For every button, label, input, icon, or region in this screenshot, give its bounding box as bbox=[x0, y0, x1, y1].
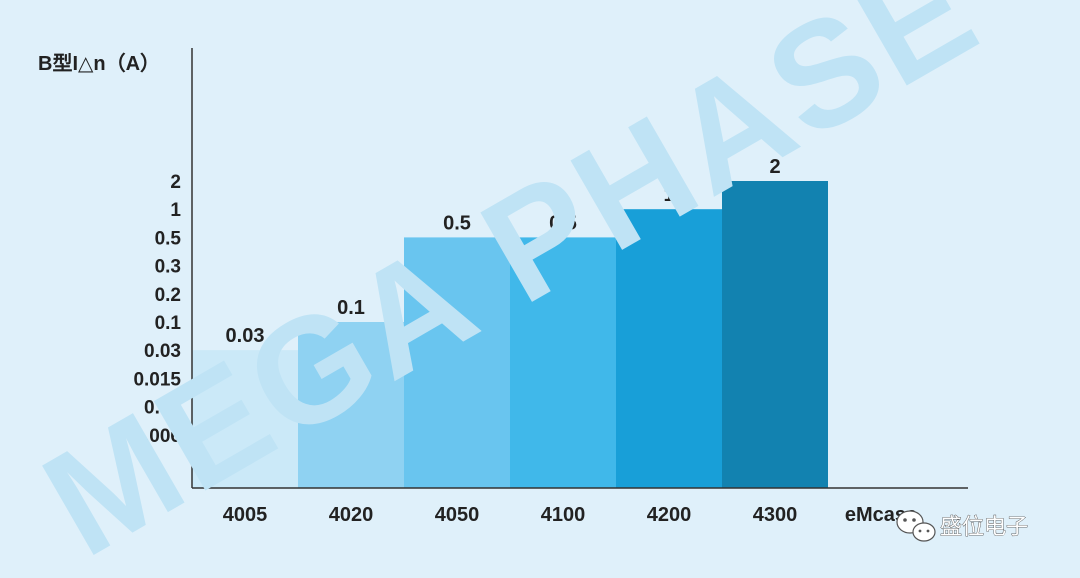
x-tick-labels: 4005 4020 4050 4100 4200 4300 eMcase bbox=[223, 504, 917, 526]
y-tick-label: 0.3 bbox=[155, 257, 181, 278]
x-tick-label: 4100 bbox=[541, 504, 586, 526]
bar-4100 bbox=[510, 237, 616, 488]
x-tick-label: 4300 bbox=[753, 504, 798, 526]
x-tick-label: 4020 bbox=[329, 504, 374, 526]
y-tick-labels: 2 1 0.5 0.3 0.2 0.1 0.03 0.015 0.01 0.006 bbox=[133, 172, 181, 447]
y-tick-label: 0.1 bbox=[155, 313, 182, 334]
bar-4200 bbox=[616, 209, 722, 488]
y-tick-label: 0.03 bbox=[144, 341, 181, 362]
brand-badge: 盛位电子 bbox=[896, 510, 1028, 542]
data-labels-group: 0.03 0.1 0.5 0.5 1 2 bbox=[226, 156, 781, 347]
x-tick-label: 4050 bbox=[435, 504, 480, 526]
data-label: 1 bbox=[663, 184, 674, 206]
y-tick-label: 0.2 bbox=[155, 285, 181, 306]
x-tick-label: 4200 bbox=[647, 504, 692, 526]
x-tick-label: 4005 bbox=[223, 504, 268, 526]
y-tick-label: 0.006 bbox=[133, 426, 181, 447]
data-label: 2 bbox=[769, 156, 780, 178]
wechat-icon bbox=[896, 510, 936, 542]
bar-4300 bbox=[722, 181, 828, 488]
data-label: 0.1 bbox=[337, 297, 365, 319]
data-label: 0.5 bbox=[549, 212, 577, 234]
brand-label: 盛位电子 bbox=[940, 514, 1028, 539]
y-tick-label: 0.5 bbox=[155, 228, 182, 249]
y-tick-label: 2 bbox=[170, 172, 181, 193]
bars-group bbox=[192, 181, 828, 488]
data-label: 0.5 bbox=[443, 212, 471, 234]
bar-4005 bbox=[192, 350, 298, 488]
bar-4020 bbox=[298, 322, 404, 488]
y-tick-label: 1 bbox=[170, 200, 181, 221]
y-tick-label: 0.015 bbox=[133, 369, 181, 390]
y-tick-label: 0.01 bbox=[144, 398, 181, 419]
data-label: 0.03 bbox=[226, 325, 265, 347]
bar-4050 bbox=[404, 237, 510, 488]
y-axis-title: B型I△n（A） bbox=[38, 52, 160, 75]
